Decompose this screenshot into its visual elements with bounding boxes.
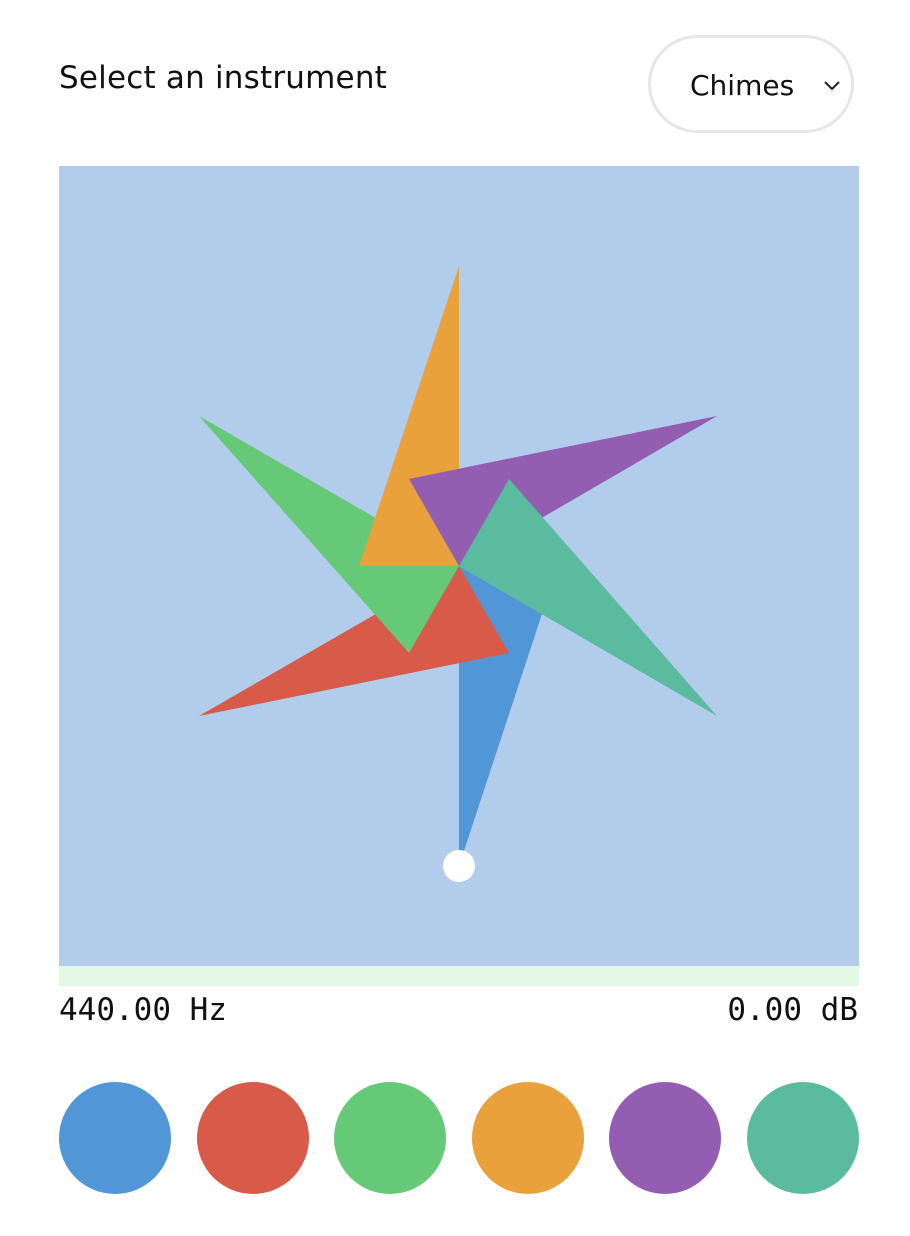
level-meter xyxy=(59,966,859,986)
pinwheel-blade-green xyxy=(199,416,459,653)
swatch-teal[interactable] xyxy=(747,1082,859,1194)
frequency-readout: 440.00 Hz xyxy=(59,992,227,1028)
instrument-select[interactable]: Chimes xyxy=(648,35,854,133)
swatch-orange[interactable] xyxy=(472,1082,584,1194)
swatch-red[interactable] xyxy=(197,1082,309,1194)
swatch-purple[interactable] xyxy=(609,1082,721,1194)
swatch-blue[interactable] xyxy=(59,1082,171,1194)
instrument-select-value: Chimes xyxy=(690,69,795,102)
volume-readout: 0.00 dB xyxy=(727,992,858,1028)
color-swatches xyxy=(59,1082,859,1194)
chevron-down-icon xyxy=(824,81,840,91)
pinwheel-stage[interactable] xyxy=(59,166,859,966)
pinwheel-handle[interactable] xyxy=(443,850,475,882)
instrument-select-label: Select an instrument xyxy=(59,60,388,96)
pinwheel-blade-teal xyxy=(459,479,717,716)
swatch-green[interactable] xyxy=(334,1082,446,1194)
pinwheel-canvas[interactable] xyxy=(59,166,859,966)
